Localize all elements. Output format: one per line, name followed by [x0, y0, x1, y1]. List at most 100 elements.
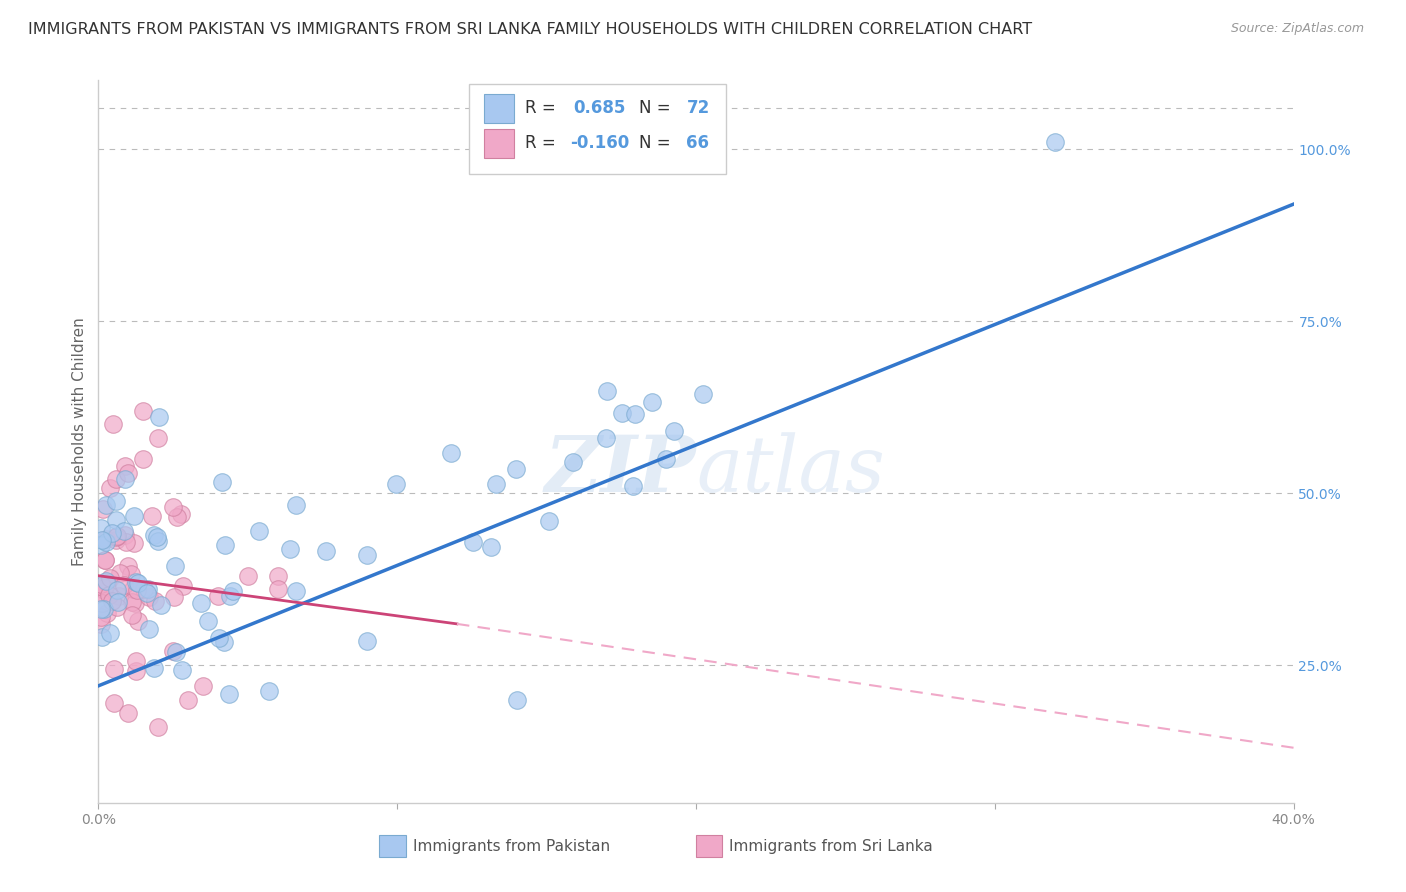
Text: IMMIGRANTS FROM PAKISTAN VS IMMIGRANTS FROM SRI LANKA FAMILY HOUSEHOLDS WITH CHI: IMMIGRANTS FROM PAKISTAN VS IMMIGRANTS F… — [28, 22, 1032, 37]
Point — [610, 406, 633, 420]
Point — [132, 582, 155, 596]
Point — [170, 508, 193, 522]
Point — [108, 589, 131, 603]
Point — [114, 528, 136, 542]
Point — [385, 476, 408, 491]
Point — [90, 617, 112, 632]
Point — [148, 410, 170, 425]
Point — [107, 595, 129, 609]
Point — [105, 529, 128, 543]
Point — [623, 479, 645, 493]
Point — [284, 584, 307, 599]
Text: 66: 66 — [686, 134, 710, 153]
Point — [103, 662, 125, 676]
Point — [93, 552, 115, 566]
Point — [91, 596, 114, 610]
Point — [96, 576, 118, 591]
Point — [165, 645, 187, 659]
Point — [101, 594, 124, 608]
Point — [166, 509, 188, 524]
Point — [115, 535, 138, 549]
Point — [125, 575, 148, 590]
Point — [596, 384, 619, 398]
Point — [105, 513, 128, 527]
Point — [105, 582, 128, 597]
Point — [97, 589, 120, 603]
Point — [148, 431, 170, 445]
Point — [172, 579, 194, 593]
Point — [90, 538, 112, 552]
Y-axis label: Family Households with Children: Family Households with Children — [72, 318, 87, 566]
Point — [108, 566, 131, 581]
Point — [143, 594, 166, 608]
FancyBboxPatch shape — [696, 835, 723, 857]
Point — [114, 472, 136, 486]
Point — [170, 663, 193, 677]
Point — [124, 596, 146, 610]
Point — [149, 598, 172, 612]
Point — [142, 528, 165, 542]
Point — [214, 538, 236, 552]
Point — [127, 576, 149, 591]
Point — [94, 533, 117, 547]
Point — [692, 387, 714, 401]
Point — [177, 692, 200, 706]
Point — [505, 462, 527, 476]
Text: N =: N = — [638, 134, 675, 153]
Text: 72: 72 — [686, 100, 710, 118]
Point — [479, 541, 502, 555]
FancyBboxPatch shape — [485, 94, 515, 123]
Point — [105, 493, 128, 508]
Point — [94, 498, 117, 512]
Point — [162, 644, 184, 658]
Point — [104, 472, 127, 486]
Point — [132, 451, 155, 466]
Point — [247, 524, 270, 538]
Text: Immigrants from Pakistan: Immigrants from Pakistan — [413, 838, 610, 854]
Point — [212, 634, 235, 648]
Point — [190, 596, 212, 610]
Point — [1043, 135, 1066, 149]
Point — [143, 661, 166, 675]
Point — [211, 475, 233, 489]
Point — [595, 431, 617, 445]
Point — [259, 683, 281, 698]
Point — [114, 459, 136, 474]
Point — [93, 552, 115, 566]
Point — [93, 602, 115, 616]
Point — [105, 533, 128, 547]
Point — [267, 568, 290, 582]
Point — [162, 500, 184, 514]
Point — [93, 582, 115, 597]
Point — [662, 424, 685, 438]
Point — [98, 625, 121, 640]
Point — [222, 584, 245, 599]
Point — [122, 582, 145, 596]
Point — [94, 534, 117, 549]
Point — [145, 530, 167, 544]
Point — [117, 706, 139, 721]
Point — [267, 582, 290, 597]
Point — [562, 455, 585, 469]
Point — [197, 614, 219, 628]
Point — [236, 568, 259, 582]
Point — [121, 595, 143, 609]
Point — [440, 446, 463, 460]
Text: Source: ZipAtlas.com: Source: ZipAtlas.com — [1230, 22, 1364, 36]
Point — [138, 623, 160, 637]
Text: -0.160: -0.160 — [571, 134, 630, 153]
FancyBboxPatch shape — [470, 84, 725, 174]
Point — [90, 586, 112, 600]
Point — [641, 394, 664, 409]
Point — [125, 654, 148, 668]
Point — [138, 590, 160, 604]
Point — [90, 610, 112, 624]
Point — [90, 521, 112, 535]
FancyBboxPatch shape — [380, 835, 405, 857]
Point — [90, 533, 112, 547]
Point — [624, 408, 647, 422]
Point — [655, 451, 678, 466]
Point — [93, 581, 115, 595]
Point — [356, 634, 378, 648]
Point — [485, 477, 508, 491]
